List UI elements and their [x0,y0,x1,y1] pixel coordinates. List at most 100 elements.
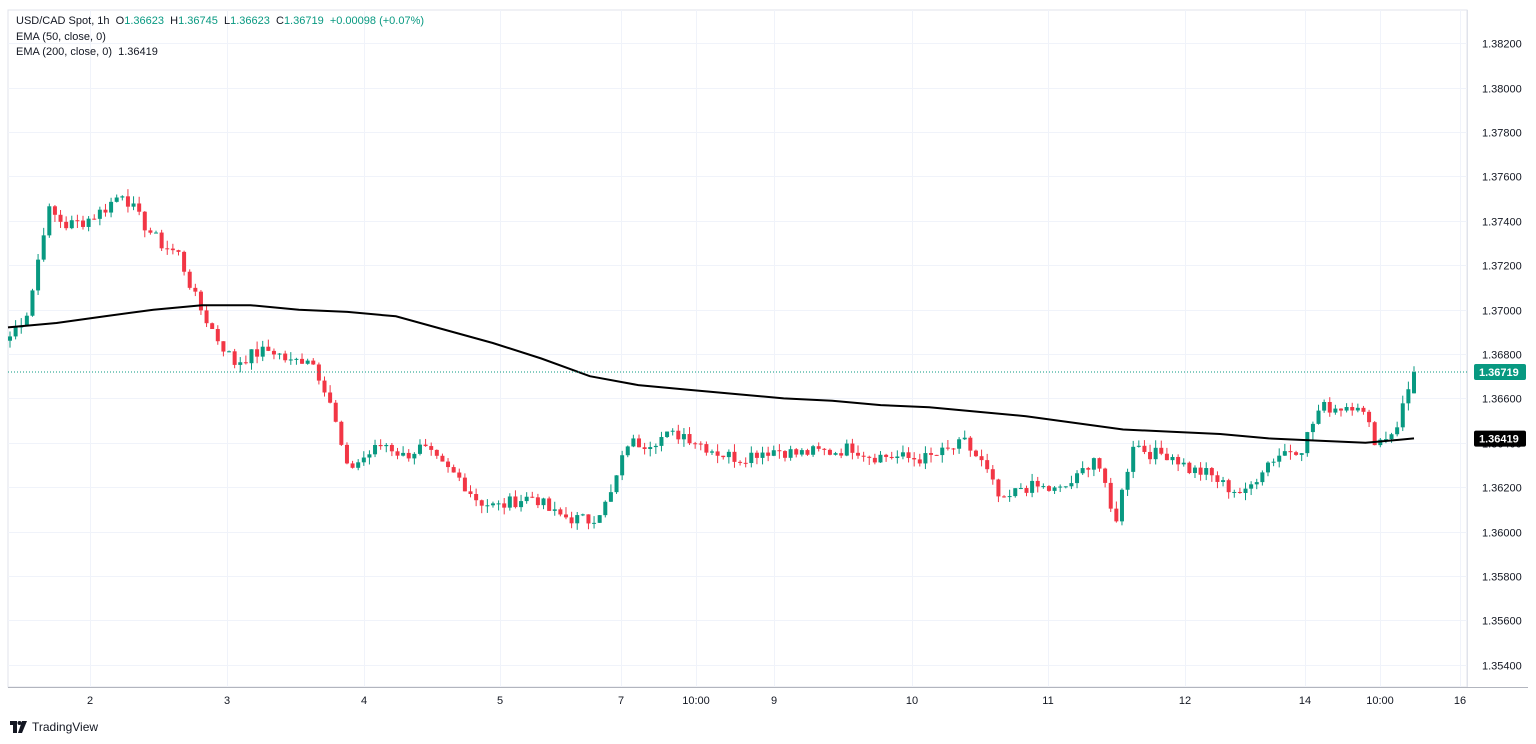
candle-body [395,451,400,456]
candle-body [1395,427,1400,435]
candle-body [305,360,310,364]
candle-body [1249,484,1254,489]
candle-body [1288,451,1293,453]
candle-body [816,446,821,449]
candle-body [58,214,63,222]
time-tick-label: 7 [618,695,624,707]
candle-body [434,449,439,456]
time-tick-label: 2 [87,695,93,707]
candle-body [154,232,159,234]
candle-body [1170,456,1175,461]
candle-body [311,360,316,365]
candle-body [1350,407,1355,411]
candle-body [665,431,670,438]
candle-body [378,444,383,447]
candle-body [771,450,776,456]
candle-body [839,453,844,456]
candle-body [468,491,473,495]
candle-body [900,452,905,457]
candle-body [1232,491,1237,493]
candle-body [401,452,406,456]
candle-body [636,438,641,448]
candle-body [1091,458,1096,470]
candle-body [1007,496,1012,498]
candle-body [945,447,950,449]
candle-body [861,455,866,457]
candle-body [243,362,248,364]
candle-body [507,496,512,508]
candle-body [1316,410,1321,424]
candle-body [159,232,164,249]
candle-body [36,259,41,291]
candle-body [805,450,810,455]
candle-body [1215,475,1220,482]
candle-body [721,455,726,458]
legend-ema200[interactable]: EMA (200, close, 0) 1.36419 [16,46,158,58]
candle-body [8,336,12,341]
candle-body [524,496,529,502]
candle-body [182,251,187,272]
candle-body [940,447,945,456]
price-tick-label: 1.35400 [1482,661,1522,673]
legend-ema50[interactable]: EMA (50, close, 0) [16,30,106,43]
price-tick-label: 1.36000 [1482,528,1522,540]
candle-body [316,364,321,381]
candle-body [1299,453,1304,455]
candle-body [777,450,782,452]
candle-body [788,449,793,458]
candle-body [1058,486,1063,488]
candle-body [1237,491,1242,493]
candle-body [648,447,653,449]
candle-body [856,452,861,456]
svg-text:1.36719: 1.36719 [1479,367,1519,379]
candle-body [732,451,737,462]
candle-body [131,203,136,207]
candle-body [1052,487,1057,491]
candle-body [698,443,703,445]
candle-body [1119,489,1124,522]
candle-body [266,346,271,351]
tradingview-brand[interactable]: TradingView [10,720,98,734]
candle-body [1226,480,1231,493]
candle-body [754,452,759,458]
current-price-tag: 1.36719 [1474,364,1526,381]
candle-body [878,454,883,463]
candle-body [474,494,479,501]
candle-body [614,475,619,493]
candle-body [1131,446,1136,472]
candle-body [631,438,636,447]
candle-body [1271,461,1276,463]
candle-body [1164,453,1169,461]
candle-body [423,444,428,447]
candle-body [1277,455,1282,462]
candle-body [479,500,484,506]
candle-body [625,446,630,456]
candle-body [1030,480,1035,493]
candle-body [541,498,546,506]
legend-symbol: USD/CAD Spot, 1h [16,15,110,27]
candle-body [457,472,462,478]
candle-body [1142,445,1147,452]
candle-body [193,287,198,292]
candle-body [1108,482,1113,509]
plot-frame [7,9,1468,688]
candle-body [300,358,305,364]
candle-body [592,522,597,524]
candle-body [92,218,97,220]
candles [8,189,1416,530]
price-tick-label: 1.35600 [1482,616,1522,628]
candle-body [1400,403,1405,428]
candle-body [850,443,855,453]
candle-body [906,452,911,458]
candle-body [294,358,299,360]
chart-grid [7,9,1528,688]
candle-body [1344,407,1349,411]
candle-body [176,250,181,252]
candle-body [41,235,46,260]
candle-body [187,271,192,288]
candle-body [1254,482,1259,485]
candle-body [1209,468,1214,476]
legend-open: 1.36623 [124,15,164,27]
candle-body [558,509,563,515]
